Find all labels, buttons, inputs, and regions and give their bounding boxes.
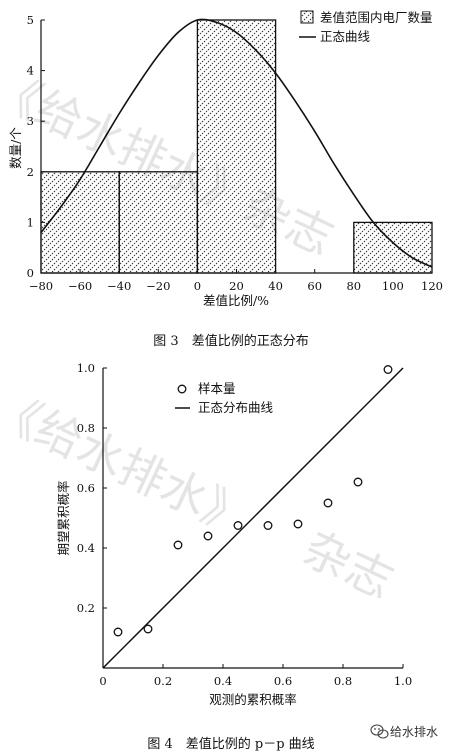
pp-point: [203, 531, 213, 541]
hist-legend-bar-label: 差值范围内电厂数量: [320, 10, 433, 25]
pp-point: [293, 519, 303, 529]
pp-reference-line: [102, 367, 404, 669]
hist-x-tick-label: −80: [29, 279, 53, 293]
pp-y-tick-label: 0.6: [77, 481, 95, 495]
wechat-icon: [370, 724, 389, 739]
pp-x-tick-label: 0.4: [214, 674, 232, 688]
pp-point: [263, 521, 273, 530]
hist-bars: [40, 19, 433, 274]
hist-normal-curve: [40, 18, 433, 268]
pp-x-tick-label: 0.8: [334, 674, 352, 688]
hist-x-tick-label: 60: [307, 279, 322, 293]
hist-y-ticks: 0 1 2 3 4 5: [27, 13, 45, 280]
pp-point: [113, 627, 123, 637]
pp-y-tick-label: 1.0: [77, 361, 95, 375]
pp-y-ticks: 0.2 0.4 0.6 0.8 1.0: [77, 361, 107, 615]
brand-name: 给水排水: [390, 725, 438, 739]
pp-point: [233, 521, 243, 530]
hist-bar: [196, 19, 277, 274]
pp-point: [383, 365, 393, 374]
hist-x-tick-label: −40: [107, 279, 131, 293]
chart-pp-plot: 0 0.2 0.4 0.6 0.8 1.0 0.2 0.4 0.6 0.8 1.0 观测的累积概率…: [56, 361, 412, 752]
pp-x-tick-label: 0.6: [274, 674, 292, 688]
hist-bar: [118, 171, 199, 274]
watermark-bottom-right: 杂志: [295, 521, 401, 609]
pp-point: [323, 498, 333, 508]
hist-legend-hatch-swatch: [300, 10, 314, 24]
hist-bar: [40, 171, 120, 274]
pp-legend-point-swatch: [177, 384, 187, 394]
hist-x-tick-label: 100: [382, 279, 404, 293]
hist-y-tick-label: 3: [27, 114, 34, 128]
hist-bar: [353, 221, 433, 274]
pp-y-tick-label: 0.8: [77, 421, 95, 435]
pp-x-tick-label: 0: [99, 674, 106, 688]
pp-y-tick-label: 0.2: [77, 601, 95, 615]
hist-y-tick-label: 4: [27, 64, 34, 78]
hist-x-tick-label: −60: [68, 279, 92, 293]
hist-legend: 差值范围内电厂数量 正态曲线: [299, 10, 433, 44]
hist-y-tick-label: 1: [27, 215, 34, 229]
hist-y-tick-label: 0: [27, 266, 34, 280]
hist-x-tick-label: 0: [194, 279, 201, 293]
brand-logo: 给水排水: [370, 724, 438, 739]
pp-x-tick-label: 0.2: [154, 674, 172, 688]
pp-point: [173, 540, 183, 550]
hist-x-tick-label: 40: [268, 279, 283, 293]
pp-legend-line-label: 正态分布曲线: [198, 400, 274, 415]
pp-points: [113, 365, 393, 637]
hist-x-tick-label: 120: [421, 279, 443, 293]
hist-legend-curve-label: 正态曲线: [320, 29, 371, 44]
pp-caption: 图 4 差值比例的 p－p 曲线: [147, 736, 314, 752]
hist-x-axis-label: 差值比例/%: [203, 293, 269, 308]
hist-y-tick-label: 2: [27, 165, 34, 179]
pp-legend: 样本量 正态分布曲线: [175, 381, 274, 415]
pp-x-axis-label: 观测的累积概率: [209, 692, 297, 707]
pp-point: [143, 624, 153, 634]
pp-x-tick-label: 1.0: [394, 674, 412, 688]
pp-y-tick-label: 0.4: [77, 541, 95, 555]
hist-caption: 图 3 差值比例的正态分布: [153, 333, 308, 349]
hist-x-tick-label: −20: [146, 279, 170, 293]
pp-legend-point-label: 样本量: [198, 381, 236, 396]
hist-y-axis-label: 数量/个: [8, 127, 23, 169]
pp-y-axis-label: 期望累积概率: [56, 480, 71, 555]
hist-y-tick-label: 5: [27, 13, 34, 27]
hist-x-tick-label: 80: [346, 279, 361, 293]
pp-x-ticks: 0 0.2 0.4 0.6 0.8 1.0: [99, 664, 412, 688]
hist-x-ticks: −80 −60 −40 −20 0 20 40 60 80 100 120: [29, 269, 443, 293]
pp-point: [353, 477, 363, 487]
chart-histogram: −80 −60 −40 −20 0 20 40 60 80 100 120 0 1 2 3 4 5 差值比例/…: [8, 10, 443, 349]
hist-x-tick-label: 20: [229, 279, 244, 293]
